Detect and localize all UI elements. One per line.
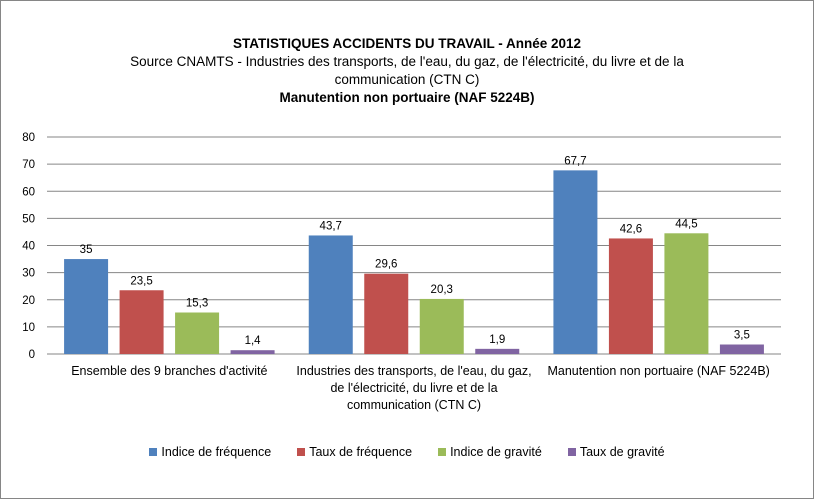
data-label: 15,3 [186, 297, 208, 309]
legend-label: Taux de gravité [579, 445, 665, 459]
x-tick-label: communication (CTN C) [347, 398, 481, 412]
chart-subtitle-line-2: communication (CTN C) [334, 72, 480, 87]
bar [175, 312, 220, 354]
bar [719, 344, 764, 354]
data-label: 20,3 [431, 284, 453, 296]
data-label: 23,5 [130, 275, 152, 287]
legend-item: Taux de gravité [567, 445, 665, 459]
x-tick-label: de l'électricité, du livre et de la [330, 381, 497, 395]
chart-subtitle-2: Manutention non portuaire (NAF 5224B) [279, 90, 535, 105]
bar [230, 350, 275, 354]
data-label: 29,6 [375, 259, 397, 271]
legend-item: Indice de fréquence [149, 445, 271, 459]
legend-label: Taux de fréquence [309, 445, 413, 459]
data-label: 1,9 [489, 334, 505, 346]
bar [419, 298, 464, 354]
x-tick-label: Ensemble des 9 branches d'activité [71, 364, 267, 378]
y-tick-label: 30 [22, 268, 35, 280]
y-tick-label: 20 [22, 295, 35, 307]
bar [64, 259, 109, 354]
y-tick-label: 10 [22, 322, 35, 334]
bar [608, 238, 653, 354]
data-label: 67,7 [564, 155, 586, 167]
legend-label: Indice de gravité [450, 445, 542, 459]
data-label: 35 [80, 244, 93, 256]
y-tick-label: 60 [22, 186, 35, 198]
data-label: 3,5 [734, 330, 750, 342]
y-tick-label: 70 [22, 159, 35, 171]
chart-legend: Indice de fréquence Taux de fréquence Indi… [1, 445, 813, 459]
y-tick-label: 50 [22, 213, 35, 225]
bar [119, 290, 164, 354]
chart-subtitle-line-1: Source CNAMTS - Industries des transport… [130, 54, 684, 69]
x-tick-label: Industries des transports, de l'eau, du … [296, 364, 531, 378]
y-tick-label: 40 [22, 241, 35, 253]
data-label: 43,7 [320, 220, 342, 232]
x-tick-label: Manutention non portuaire (NAF 5224B) [547, 364, 769, 378]
legend-item: Indice de gravité [438, 445, 542, 459]
bar [364, 273, 409, 354]
data-label: 1,4 [245, 335, 262, 347]
y-tick-label: 0 [29, 349, 35, 361]
legend-swatch [438, 448, 447, 456]
legend-swatch [567, 448, 576, 456]
bar [308, 235, 353, 354]
bar [553, 170, 598, 354]
legend-swatch [149, 448, 158, 456]
y-tick-label: 80 [22, 132, 35, 144]
data-label: 44,5 [675, 218, 697, 230]
data-label: 42,6 [620, 223, 642, 235]
bar [475, 348, 520, 354]
chart-title-block: STATISTIQUES ACCIDENTS DU TRAVAIL - Anné… [1, 35, 813, 107]
legend-label: Indice de fréquence [161, 445, 272, 459]
chart-title: STATISTIQUES ACCIDENTS DU TRAVAIL - Anné… [232, 36, 582, 51]
bar [664, 233, 709, 354]
legend-item: Taux de fréquence [297, 445, 412, 459]
legend-swatch [297, 448, 306, 456]
